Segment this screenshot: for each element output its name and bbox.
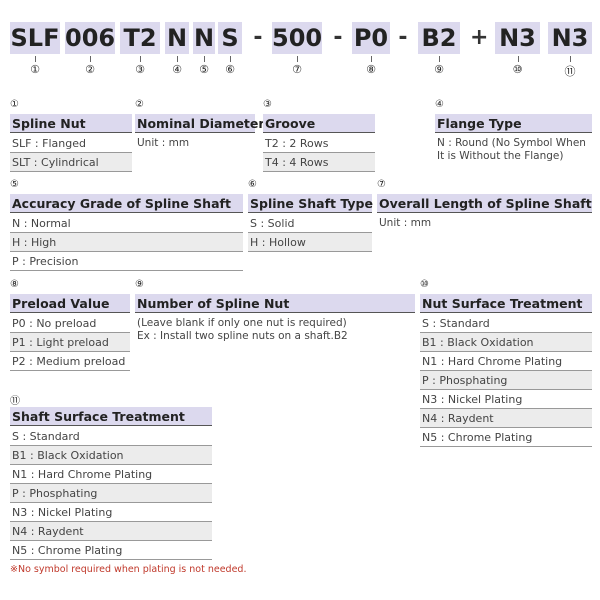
option-row: N : Normal	[10, 214, 243, 233]
code-marker: ⑧	[366, 63, 376, 76]
section-header: Spline Nut	[10, 114, 132, 133]
connector	[517, 56, 519, 62]
section-marker: ⑤	[10, 179, 19, 190]
section-text: (Leave blank if only one nut is required…	[137, 317, 347, 329]
connector	[297, 56, 298, 62]
section-marker: ⑥	[248, 179, 257, 190]
code-marker: ②	[85, 63, 95, 76]
section-header: Number of Spline Nut	[135, 294, 415, 313]
section-text: Unit : mm	[379, 217, 432, 229]
code-segment: P0	[352, 22, 390, 54]
code-marker: ⑥	[225, 63, 235, 76]
section-marker: ⑪	[10, 396, 20, 407]
code-segment: T2	[120, 22, 160, 54]
code-marker: ⑨	[434, 63, 444, 76]
code-marker: ⑪	[564, 65, 576, 78]
code-separator: -	[333, 25, 343, 50]
option-row: P : Precision	[10, 252, 243, 271]
code-segment: S	[218, 22, 242, 54]
section-marker: ⑦	[377, 179, 386, 190]
section-header: Nut Surface Treatment	[420, 294, 592, 313]
option-row: S : Standard	[10, 427, 212, 446]
option-row: T2 : 2 Rows	[263, 134, 375, 153]
section-text: It is Without the Flange)	[437, 150, 564, 162]
code-marker: ③	[135, 63, 145, 76]
code-segment: N3	[495, 22, 540, 54]
section-header: Preload Value	[10, 294, 130, 313]
option-row: B1 : Black Oxidation	[10, 446, 212, 465]
section-marker: ⑨	[135, 279, 144, 290]
connector	[90, 56, 91, 62]
section-marker: ⑧	[10, 279, 19, 290]
code-segment: B2	[418, 22, 460, 54]
option-row: N1 : Hard Chrome Plating	[420, 352, 592, 371]
option-row: P1 : Light preload	[10, 333, 130, 352]
option-row: SLF : Flanged	[10, 134, 132, 153]
connector	[177, 56, 178, 62]
code-marker: ④	[172, 63, 182, 76]
option-row: N4 : Raydent	[10, 522, 212, 541]
section-header: Accuracy Grade of Spline Shaft	[10, 194, 243, 213]
option-row: N4 : Raydent	[420, 409, 592, 428]
option-row: P : Phosphating	[420, 371, 592, 390]
section-header: Groove	[263, 114, 375, 133]
option-row: P : Phosphating	[10, 484, 212, 503]
code-marker: ⑤	[199, 63, 209, 76]
code-segment: SLF	[10, 22, 60, 54]
footnote: ※No symbol required when plating is not …	[10, 564, 247, 575]
section-marker: ①	[10, 99, 19, 110]
option-row: P2 : Medium preload	[10, 352, 130, 371]
section-header: Nominal Diameter	[135, 114, 265, 133]
section-marker: ⑩	[420, 279, 429, 290]
code-segment: N3	[548, 22, 592, 54]
option-row: S : Solid	[248, 214, 372, 233]
section-header: Shaft Surface Treatment	[10, 407, 212, 426]
option-row: B1 : Black Oxidation	[420, 333, 592, 352]
option-row: SLT : Cylindrical	[10, 153, 132, 172]
section-text: Unit : mm	[137, 137, 190, 149]
code-marker: ⑦	[292, 63, 302, 76]
code-segment: N	[165, 22, 189, 54]
section-marker: ③	[263, 99, 272, 110]
connector	[35, 56, 36, 62]
connector	[439, 56, 440, 62]
code-marker: ①	[30, 63, 40, 76]
option-row: N5 : Chrome Plating	[420, 428, 592, 447]
option-row: N3 : Nickel Plating	[420, 390, 592, 409]
option-row: H : High	[10, 233, 243, 252]
section-header: Flange Type	[435, 114, 592, 133]
section-marker: ②	[135, 99, 144, 110]
code-separator: -	[253, 25, 263, 50]
code-segment: N	[193, 22, 215, 54]
option-row: N3 : Nickel Plating	[10, 503, 212, 522]
option-row: H : Hollow	[248, 233, 372, 252]
connector	[204, 56, 205, 62]
section-text: N : Round (No Symbol When	[437, 137, 586, 149]
connector	[140, 56, 141, 62]
connector	[371, 56, 372, 62]
option-row: S : Standard	[420, 314, 592, 333]
code-separator: +	[470, 25, 489, 50]
section-marker: ④	[435, 99, 444, 110]
option-row: P0 : No preload	[10, 314, 130, 333]
code-separator: -	[398, 25, 408, 50]
option-row: T4 : 4 Rows	[263, 153, 375, 172]
connector	[570, 56, 571, 62]
option-row: N5 : Chrome Plating	[10, 541, 212, 560]
option-row: N1 : Hard Chrome Plating	[10, 465, 212, 484]
code-marker: ⑩	[512, 63, 523, 76]
section-text: Ex : Install two spline nuts on a shaft.…	[137, 330, 348, 342]
connector	[230, 56, 231, 62]
code-segment: 006	[65, 22, 116, 54]
section-header: Overall Length of Spline Shaft	[377, 194, 592, 213]
code-segment: 500	[272, 22, 323, 54]
section-header: Spline Shaft Type	[248, 194, 373, 213]
